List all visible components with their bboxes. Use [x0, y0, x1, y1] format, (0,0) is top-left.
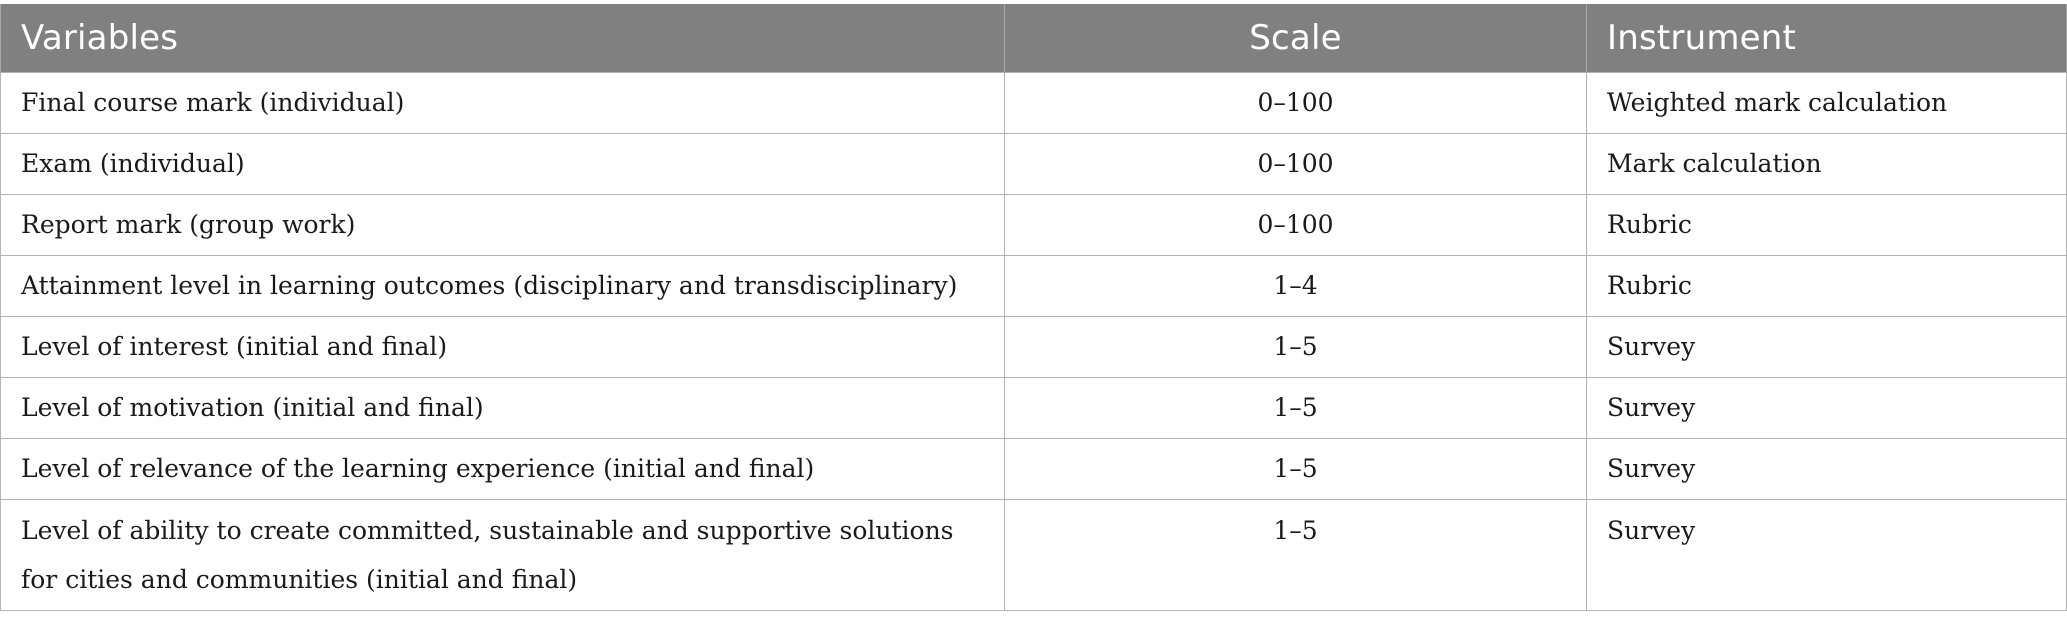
cell-variable: Level of motivation (initial and final) — [0, 376, 1005, 439]
header-scale: Scale — [1004, 4, 1587, 72]
table-row: Exam (individual) 0–100 Mark calculation — [0, 132, 2067, 195]
header-row: Variables Scale Instrument — [0, 4, 2067, 72]
cell-scale: 1–5 — [1004, 498, 1587, 611]
cell-instrument: Survey — [1586, 376, 2067, 439]
cell-variable: Level of relevance of the learning exper… — [0, 437, 1005, 500]
header-variables: Variables — [0, 4, 1005, 72]
table-row: Final course mark (individual) 0–100 Wei… — [0, 71, 2067, 134]
cell-variable: Level of interest (initial and final) — [0, 315, 1005, 378]
cell-variable: Report mark (group work) — [0, 193, 1005, 256]
table-row: Level of motivation (initial and final) … — [0, 376, 2067, 439]
variables-table-container: Variables Scale Instrument Final course … — [0, 4, 2067, 611]
cell-scale: 0–100 — [1004, 71, 1587, 134]
table-header: Variables Scale Instrument — [0, 4, 2067, 72]
cell-scale: 0–100 — [1004, 193, 1587, 256]
cell-variable: Final course mark (individual) — [0, 71, 1005, 134]
cell-scale: 1–4 — [1004, 254, 1587, 317]
cell-scale: 0–100 — [1004, 132, 1587, 195]
table-row: Report mark (group work) 0–100 Rubric — [0, 193, 2067, 256]
cell-instrument: Rubric — [1586, 193, 2067, 256]
cell-variable: Level of ability to create committed, su… — [0, 498, 1005, 611]
table-row: Attainment level in learning outcomes (d… — [0, 254, 2067, 317]
cell-instrument: Mark calculation — [1586, 132, 2067, 195]
table-body: Final course mark (individual) 0–100 Wei… — [0, 71, 2067, 611]
cell-scale: 1–5 — [1004, 315, 1587, 378]
variables-table: Variables Scale Instrument Final course … — [0, 4, 2067, 611]
table-row: Level of ability to create committed, su… — [0, 498, 2067, 611]
cell-variable: Exam (individual) — [0, 132, 1005, 195]
cell-variable: Attainment level in learning outcomes (d… — [0, 254, 1005, 317]
cell-instrument: Rubric — [1586, 254, 2067, 317]
cell-scale: 1–5 — [1004, 437, 1587, 500]
cell-instrument: Survey — [1586, 315, 2067, 378]
header-instrument: Instrument — [1586, 4, 2067, 72]
cell-instrument: Survey — [1586, 498, 2067, 611]
cell-scale: 1–5 — [1004, 376, 1587, 439]
table-row: Level of interest (initial and final) 1–… — [0, 315, 2067, 378]
cell-instrument: Weighted mark calculation — [1586, 71, 2067, 134]
table-row: Level of relevance of the learning exper… — [0, 437, 2067, 500]
cell-instrument: Survey — [1586, 437, 2067, 500]
